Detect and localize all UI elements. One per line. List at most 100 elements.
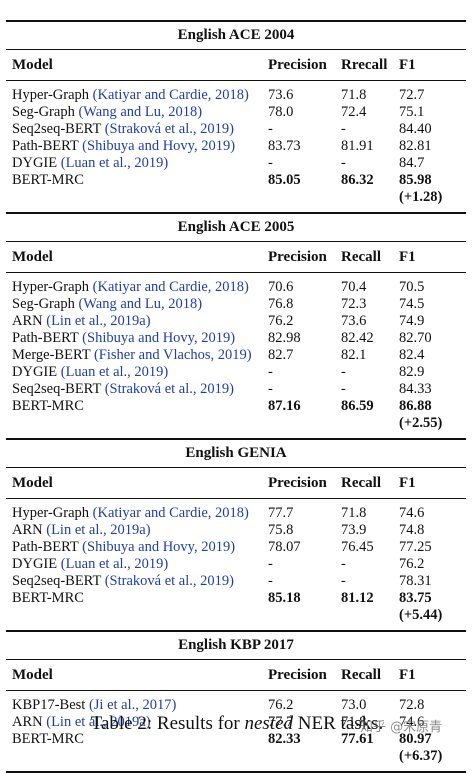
table-row: BERT-MRC 85.18 81.12 83.75 <box>6 590 466 607</box>
citation-link: (Katiyar and Cardie, 2018) <box>92 505 249 521</box>
model-cell: Seq2seq-BERT (Straková et al., 2019) <box>12 121 234 138</box>
f1-cell: 82.4 <box>399 347 425 363</box>
table-section: English GENIA Model Precision Recall F1 Hyper… <box>6 438 466 630</box>
delta-row: (+6.37) <box>6 748 466 765</box>
citation-link: (Shibuya and Hovy, 2019) <box>82 539 236 555</box>
recall-cell: 82.1 <box>341 347 367 363</box>
model-cell: Hyper-Graph (Katiyar and Cardie, 2018) <box>12 87 249 104</box>
f1-cell: 77.25 <box>399 539 432 555</box>
table-row: Seq2seq-BERT (Straková et al., 2019) - - 84… <box>6 381 466 398</box>
precision-cell: - <box>268 573 273 589</box>
recall-cell: - <box>341 556 346 572</box>
table-row: Seq2seq-BERT (Straková et al., 2019) - - 84… <box>6 121 466 138</box>
model-name: Seg-Graph <box>12 104 75 120</box>
table-row: BERT-MRC 82.33 77.61 80.97 <box>6 731 466 748</box>
rule-below-title <box>6 467 466 468</box>
precision-cell: 85.18 <box>268 590 301 606</box>
recall-cell: 81.12 <box>341 590 374 606</box>
model-cell: BERT-MRC <box>12 398 84 415</box>
recall-cell: 71.8 <box>341 505 367 521</box>
model-cell: Seg-Graph (Wang and Lu, 2018) <box>12 296 202 313</box>
table-row: DYGIE (Luan et al., 2019) - - 82.9 <box>6 364 466 381</box>
recall-cell: 72.3 <box>341 296 367 312</box>
table-row: Merge-BERT (Fisher and Vlachos, 2019) 82.… <box>6 347 466 364</box>
recall-cell: 82.42 <box>341 330 374 346</box>
citation-link: (Shibuya and Hovy, 2019) <box>82 138 236 154</box>
f1-cell: 82.70 <box>399 330 432 346</box>
precision-cell: - <box>268 364 273 380</box>
model-name: DYGIE <box>12 155 58 171</box>
f1-cell: 84.33 <box>399 381 432 397</box>
model-cell: BERT-MRC <box>12 590 84 607</box>
header-model: Model <box>12 667 53 683</box>
model-cell: Merge-BERT (Fisher and Vlachos, 2019) <box>12 347 252 364</box>
recall-cell: 76.45 <box>341 539 374 555</box>
model-name: DYGIE <box>12 364 58 380</box>
precision-cell: 77.7 <box>268 714 294 730</box>
citation-link: (Luan et al., 2019) <box>60 364 169 380</box>
table-section: English KBP 2017 Model Precision Recall F1 KB… <box>6 630 466 771</box>
header-recall: Recall <box>341 249 381 265</box>
model-cell: Hyper-Graph (Katiyar and Cardie, 2018) <box>12 279 249 296</box>
model-cell: Path-BERT (Shibuya and Hovy, 2019) <box>12 138 235 155</box>
f1-cell: 84.40 <box>399 121 432 137</box>
rule-below-header <box>6 498 466 499</box>
precision-cell: 82.33 <box>268 731 301 747</box>
delta-row: (+2.55) <box>6 415 466 432</box>
rule-below-header <box>6 272 466 273</box>
model-name: BERT-MRC <box>12 398 84 414</box>
header-recall: Recall <box>341 475 381 491</box>
model-name: BERT-MRC <box>12 731 84 747</box>
section-title: English ACE 2004 <box>177 27 295 43</box>
header-row: Model Precision Recall F1 <box>6 468 466 498</box>
model-cell: ARN (Lin et al., 2019a) <box>12 522 151 539</box>
f1-cell: 82.9 <box>399 364 425 380</box>
precision-cell: 70.6 <box>268 279 294 295</box>
header-precision: Precision <box>268 57 327 73</box>
f1-cell: 78.31 <box>399 573 432 589</box>
recall-cell: - <box>341 573 346 589</box>
model-name: ARN <box>12 522 43 538</box>
recall-cell: - <box>341 364 346 380</box>
table-row: Hyper-Graph (Katiyar and Cardie, 2018) 70… <box>6 279 466 296</box>
delta-row: (+1.28) <box>6 189 466 206</box>
rule-below-title <box>6 49 466 50</box>
f1-cell: 72.8 <box>399 697 425 713</box>
f1-cell: 84.7 <box>399 155 425 171</box>
f1-improvement: (+2.55) <box>399 415 443 431</box>
f1-cell: 85.98 <box>399 172 432 188</box>
citation-link: (Luan et al., 2019) <box>60 155 169 171</box>
recall-cell: 73.9 <box>341 522 367 538</box>
precision-cell: 82.98 <box>268 330 301 346</box>
citation-link: (Wang and Lu, 2018) <box>78 104 203 120</box>
f1-cell: 76.2 <box>399 556 425 572</box>
recall-cell: 86.32 <box>341 172 374 188</box>
citation-link: (Lin et al., 2019a) <box>46 714 151 730</box>
f1-cell: 86.88 <box>399 398 432 414</box>
model-cell: BERT-MRC <box>12 172 84 189</box>
model-name: Seq2seq-BERT <box>12 381 102 397</box>
header-recall: Rrecall <box>341 57 388 73</box>
header-row: Model Precision Recall F1 <box>6 660 466 690</box>
f1-cell: 80.97 <box>399 731 432 747</box>
rule-below-header <box>6 690 466 691</box>
recall-cell: 77.61 <box>341 731 374 747</box>
header-f1: F1 <box>399 475 416 491</box>
rule-top <box>6 20 466 22</box>
model-name: ARN <box>12 313 43 329</box>
f1-cell: 74.5 <box>399 296 425 312</box>
table-row: Hyper-Graph (Katiyar and Cardie, 2018) 77… <box>6 505 466 522</box>
citation-link: (Fisher and Vlachos, 2019) <box>93 347 252 363</box>
precision-cell: 82.7 <box>268 347 294 363</box>
table-row: DYGIE (Luan et al., 2019) - - 76.2 <box>6 556 466 573</box>
rule-below-title <box>6 241 466 242</box>
precision-cell: 83.73 <box>268 138 301 154</box>
results-table: English ACE 2004 Model Precision Rrecall F1 H… <box>6 20 466 773</box>
table-caption: Table 2: Results for nested NER tasks. <box>0 713 474 735</box>
precision-cell: 85.05 <box>268 172 301 188</box>
header-row: Model Precision Rrecall F1 <box>6 50 466 80</box>
model-name: Merge-BERT <box>12 347 91 363</box>
table-section: English ACE 2004 Model Precision Rrecall F1 H… <box>6 20 466 212</box>
model-cell: ARN (Lin et al., 2019a) <box>12 313 151 330</box>
precision-cell: 77.7 <box>268 505 294 521</box>
